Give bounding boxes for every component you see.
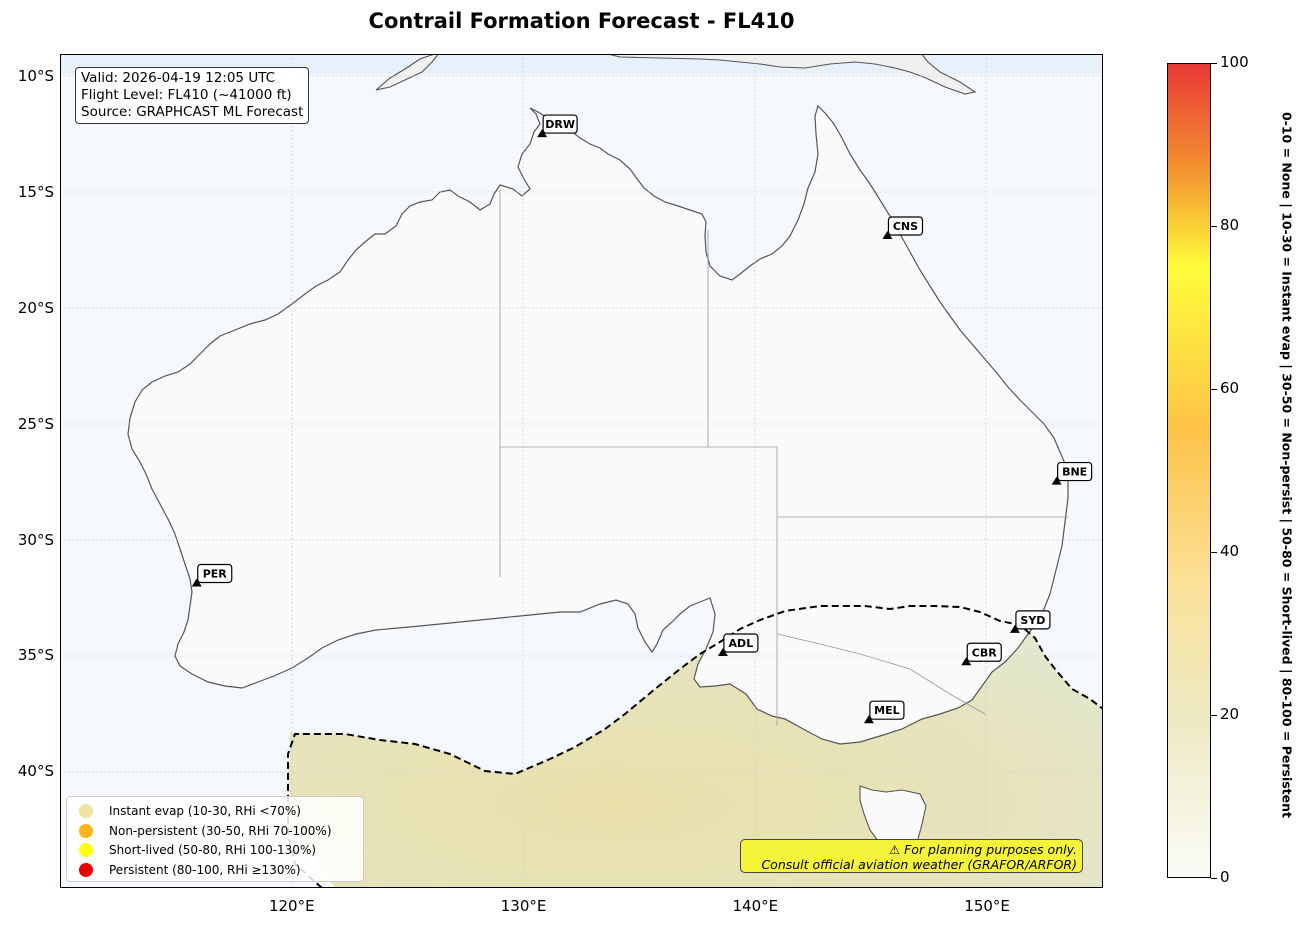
station-syd[interactable]: SYD <box>1009 610 1051 633</box>
graticule <box>60 54 1103 888</box>
disclaimer-box: ⚠ For planning purposes only. Consult of… <box>740 839 1083 873</box>
legend-swatch-icon <box>79 843 93 857</box>
legend: Instant evap (10-30, RHi <70%) Non-persis… <box>66 796 364 882</box>
lat-tick-label: 40°S <box>17 762 54 781</box>
station-label-box <box>966 642 1002 662</box>
station-marker-icon <box>1009 624 1020 633</box>
station-code-label: CBR <box>972 646 997 659</box>
colorbar-tick-mark <box>1211 877 1217 879</box>
disclaimer-line-1: ⚠ For planning purposes only. <box>889 842 1077 857</box>
station-label-box <box>542 114 578 134</box>
forecast-info-box: Valid: 2026-04-19 12:05 UTC Flight Level… <box>75 67 310 124</box>
station-code-label: SYD <box>1020 614 1045 627</box>
colorbar-tick-label: 40 <box>1220 542 1240 560</box>
station-code-label: MEL <box>874 704 899 717</box>
lat-tick-label: 30°S <box>17 530 54 549</box>
lon-tick-label: 140°E <box>732 897 779 915</box>
colorbar-tick-mark <box>1211 62 1217 64</box>
state-borders <box>499 190 1068 726</box>
colorbar-category-note: 0-10 = None | 10-30 = Instant evap | 30-… <box>1279 111 1295 819</box>
lat-tick-label: 10°S <box>17 67 54 86</box>
lon-tick-label: 120°E <box>268 897 315 915</box>
map-frame-border <box>60 54 1103 888</box>
station-drw[interactable]: DRW <box>537 114 578 138</box>
colorbar-tick-mark <box>1211 551 1217 553</box>
station-mel[interactable]: MEL <box>863 700 905 724</box>
legend-label: Non-persistent (30-50, RHi 70-100%) <box>109 823 332 838</box>
legend-item: Persistent (80-100, RHi ≥130%) <box>79 861 301 879</box>
station-label-box <box>197 563 233 584</box>
colorbar-tick-label: 100 <box>1220 53 1249 71</box>
station-label-box <box>869 700 905 720</box>
map-plot-area[interactable]: DRW CNS BNE PER SYD ADL CBR MEL <box>60 54 1103 888</box>
new-guinea-landmass <box>375 54 977 95</box>
chart-title: Contrail Formation Forecast - FL410 <box>368 9 795 33</box>
lat-tick-label: 20°S <box>17 298 54 317</box>
lat-tick-label: 35°S <box>17 646 54 665</box>
station-marker-icon <box>882 231 893 240</box>
colorbar-tick-mark <box>1211 225 1217 227</box>
station-cbr[interactable]: CBR <box>961 642 1002 666</box>
station-label-box <box>723 633 759 653</box>
legend-swatch-icon <box>79 804 93 818</box>
legend-item: Non-persistent (30-50, RHi 70-100%) <box>79 822 332 840</box>
colorbar-tick-label: 80 <box>1220 216 1240 234</box>
station-cns[interactable]: CNS <box>882 216 924 240</box>
colorbar-tick-label: 20 <box>1220 705 1240 723</box>
station-marker-icon <box>717 648 728 657</box>
station-code-label: BNE <box>1062 466 1087 479</box>
station-code-label: ADL <box>729 637 754 650</box>
station-marker-icon <box>961 657 972 666</box>
colorbar-tick-mark <box>1211 388 1217 390</box>
station-marker-icon <box>191 578 202 587</box>
map-canvas[interactable]: DRW CNS BNE PER SYD ADL CBR MEL <box>60 54 1103 888</box>
lat-tick-label: 25°S <box>17 414 54 433</box>
station-bne[interactable]: BNE <box>1051 461 1093 485</box>
station-code-label: PER <box>203 568 228 581</box>
lon-tick-label: 150°E <box>964 897 1010 915</box>
colorbar-tick-label: 60 <box>1220 379 1240 397</box>
legend-swatch-icon <box>79 823 93 838</box>
disclaimer-line-2: Consult official aviation weather (GRAFO… <box>761 857 1077 872</box>
lon-tick-label: 130°E <box>500 897 547 915</box>
legend-swatch-icon <box>79 862 93 877</box>
legend-label: Instant evap (10-30, RHi <70%) <box>109 804 301 818</box>
flight-level: Flight Level: FL410 (~41000 ft) <box>81 87 292 103</box>
legend-label: Short-lived (50-80, RHi 100-130%) <box>109 843 317 857</box>
station-label-box <box>1057 461 1093 482</box>
station-per[interactable]: PER <box>191 563 233 587</box>
australia-landmass <box>127 104 1069 745</box>
station-marker-icon <box>863 715 874 724</box>
station-marker-icon <box>1051 476 1062 485</box>
station-label-box <box>887 216 924 236</box>
station-label-box <box>1015 610 1051 630</box>
lat-tick-label: 15°S <box>17 183 54 201</box>
colorbar-tick-label: 0 <box>1220 868 1230 886</box>
station-code-label: DRW <box>545 118 575 131</box>
stations-layer: DRW CNS BNE PER SYD ADL CBR MEL <box>191 114 1093 724</box>
data-source: Source: GRAPHCAST ML Forecast <box>81 104 304 120</box>
station-adl[interactable]: ADL <box>717 633 759 657</box>
legend-item: Instant evap (10-30, RHi <70%) <box>79 802 301 820</box>
station-marker-icon <box>537 129 548 138</box>
legend-item: Short-lived (50-80, RHi 100-130%) <box>79 841 316 859</box>
colorbar-tick-mark <box>1211 714 1217 716</box>
colorbar <box>1167 63 1211 878</box>
station-code-label: CNS <box>893 220 918 233</box>
legend-label: Persistent (80-100, RHi ≥130%) <box>109 862 301 877</box>
valid-time: Valid: 2026-04-19 12:05 UTC <box>81 70 276 86</box>
